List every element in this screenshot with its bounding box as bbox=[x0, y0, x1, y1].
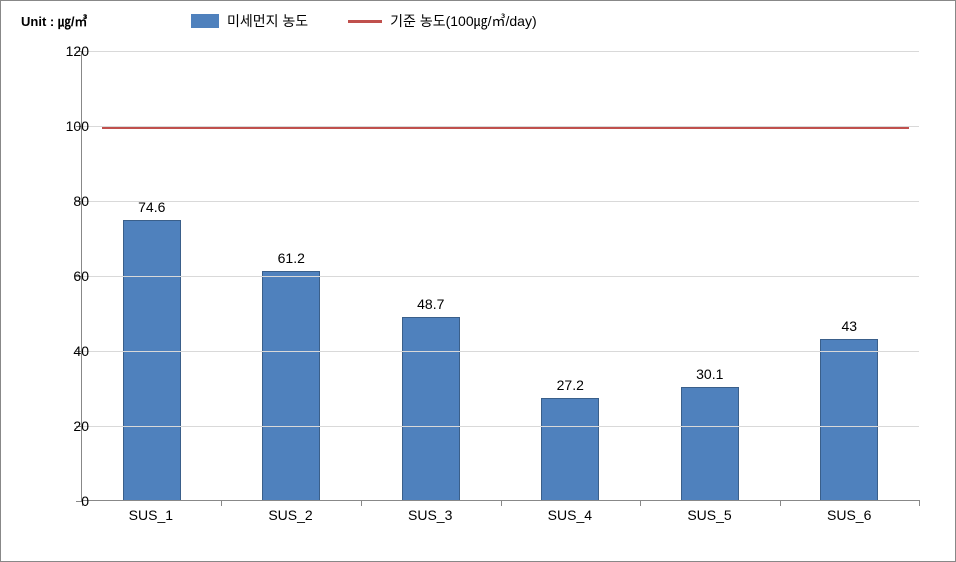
bar: 27.2 bbox=[541, 398, 599, 500]
x-tick-mark bbox=[919, 500, 920, 506]
x-axis-label: SUS_4 bbox=[500, 507, 640, 523]
x-axis-label: SUS_1 bbox=[81, 507, 221, 523]
x-tick-mark bbox=[221, 500, 222, 506]
bar-value-label: 30.1 bbox=[696, 366, 723, 382]
gridline bbox=[82, 426, 919, 427]
x-axis-label: SUS_3 bbox=[360, 507, 500, 523]
bar-value-label: 48.7 bbox=[417, 296, 444, 312]
chart-container: Unit : ㎍/㎥ 미세먼지 농도 기준 농도(100㎍/㎥/day) 74.… bbox=[0, 0, 956, 562]
x-axis-label: SUS_6 bbox=[779, 507, 919, 523]
bar-value-label: 27.2 bbox=[557, 377, 584, 393]
y-tick-label: 60 bbox=[29, 268, 89, 284]
x-tick-mark bbox=[640, 500, 641, 506]
gridline bbox=[82, 276, 919, 277]
x-tick-mark bbox=[501, 500, 502, 506]
legend-line-swatch bbox=[348, 20, 382, 23]
y-tick-label: 100 bbox=[29, 118, 89, 134]
bar: 61.2 bbox=[262, 271, 320, 501]
gridline bbox=[82, 51, 919, 52]
legend-bar-swatch bbox=[191, 14, 219, 28]
bar-value-label: 43 bbox=[841, 318, 857, 334]
legend-item-series: 미세먼지 농도 bbox=[191, 11, 308, 31]
gridline bbox=[82, 201, 919, 202]
legend-series-label: 미세먼지 농도 bbox=[227, 11, 308, 31]
legend-reference-label: 기준 농도(100㎍/㎥/day) bbox=[390, 11, 536, 31]
unit-label: Unit : ㎍/㎥ bbox=[21, 11, 87, 30]
y-tick-label: 80 bbox=[29, 193, 89, 209]
legend-item-reference: 기준 농도(100㎍/㎥/day) bbox=[348, 11, 536, 31]
y-tick-label: 0 bbox=[29, 493, 89, 509]
y-tick-label: 40 bbox=[29, 343, 89, 359]
bar: 74.6 bbox=[123, 220, 181, 500]
bar-value-label: 61.2 bbox=[278, 250, 305, 266]
bar: 30.1 bbox=[681, 387, 739, 500]
x-axis-label: SUS_5 bbox=[640, 507, 780, 523]
y-tick-label: 20 bbox=[29, 418, 89, 434]
x-axis-labels: SUS_1SUS_2SUS_3SUS_4SUS_5SUS_6 bbox=[81, 507, 919, 523]
x-tick-mark bbox=[780, 500, 781, 506]
y-tick-label: 120 bbox=[29, 43, 89, 59]
x-tick-mark bbox=[361, 500, 362, 506]
gridline bbox=[82, 351, 919, 352]
bar: 43 bbox=[820, 339, 878, 500]
chart-legend: 미세먼지 농도 기준 농도(100㎍/㎥/day) bbox=[191, 11, 537, 31]
x-axis-label: SUS_2 bbox=[221, 507, 361, 523]
plot-area: 74.6 61.2 48.7 27.2 30.1 43 bbox=[81, 51, 919, 501]
gridline bbox=[82, 126, 919, 127]
bar: 48.7 bbox=[402, 317, 460, 500]
